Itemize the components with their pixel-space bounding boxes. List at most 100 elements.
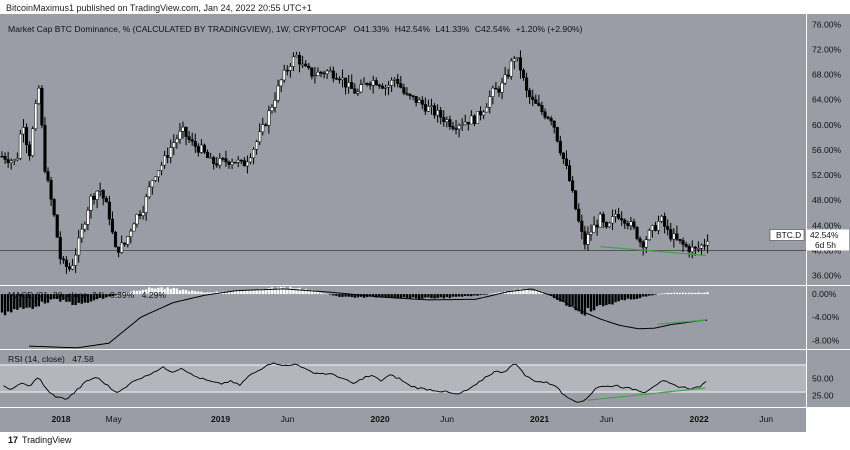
candle-body: [15, 158, 19, 161]
candle-body: [614, 213, 618, 217]
candle-body: [675, 233, 679, 240]
macd-histogram-bar: [307, 289, 310, 295]
macd-histogram-bar: [559, 294, 562, 302]
candle-body: [469, 115, 473, 125]
macd-histogram-bar: [666, 292, 669, 295]
macd-histogram-bar: [599, 294, 602, 305]
candle-body: [132, 223, 136, 232]
macd-histogram-bar: [657, 294, 660, 295]
candle-body: [386, 85, 391, 88]
time-axis-tick: 2021: [530, 414, 549, 424]
candle-body: [9, 160, 13, 163]
macd-histogram-bar: [531, 290, 534, 295]
candle-body: [433, 105, 437, 116]
candle-body: [242, 160, 246, 167]
macd-histogram-bar: [525, 288, 528, 295]
time-axis[interactable]: [0, 408, 806, 432]
candle-body: [564, 158, 569, 166]
macd-histogram-bar: [74, 294, 77, 306]
chart-canvas[interactable]: 76.00% 72.00% 68.00% 64.00% 60.00% 56.00% 52.0…: [0, 14, 850, 432]
publisher-caption: BitcoinMaximus1 published on TradingView…: [6, 3, 312, 13]
candle-body: [457, 125, 461, 130]
macd-histogram-bar: [589, 294, 593, 312]
candle-body: [117, 246, 121, 253]
candle-body: [258, 131, 262, 143]
candle-body: [610, 216, 615, 224]
candle-body: [656, 221, 661, 231]
macd-histogram-bar: [571, 294, 574, 306]
candle-body: [224, 158, 228, 163]
ohlc-high: 42.54%: [401, 24, 431, 34]
macd-histogram-bar: [476, 294, 479, 296]
macd-histogram-bar: [237, 290, 240, 295]
rsi-divergence-line: [587, 387, 706, 401]
candle-body: [521, 69, 526, 78]
candle-body: [288, 66, 292, 71]
macd-histogram-bar: [675, 292, 679, 295]
candle-body: [589, 231, 593, 235]
macd-histogram-bar: [528, 290, 531, 295]
candle-body: [681, 240, 685, 245]
candle-body: [347, 82, 351, 88]
candle-body: [319, 71, 323, 74]
candle-body: [89, 195, 93, 211]
candle-body: [92, 195, 96, 200]
macd-pane-title: MACD (21, 30, close, 24) 0.39% 4.29%: [8, 290, 166, 300]
candle-body: [163, 155, 167, 166]
macd-histogram-bar: [663, 293, 666, 295]
macd-histogram-bar: [421, 294, 424, 299]
macd-histogram-bar: [117, 294, 120, 295]
time-axis-tick: 2018: [51, 414, 70, 424]
candle-body: [429, 105, 434, 107]
candle-body: [331, 70, 335, 79]
macd-histogram-bar: [19, 294, 22, 308]
candle-body: [650, 225, 654, 231]
candle-body: [439, 110, 443, 118]
candle-body: [690, 246, 694, 253]
macd-histogram-bar: [439, 294, 442, 298]
macd-histogram-bar: [191, 290, 194, 295]
macd-histogram-bar: [126, 292, 129, 295]
candle-body: [660, 216, 664, 222]
macd-histogram-bar: [697, 292, 700, 295]
candle-body: [178, 131, 182, 140]
candle-body: [463, 121, 467, 125]
macd-histogram-bar: [617, 294, 620, 302]
macd-histogram-bar: [141, 289, 145, 295]
macd-histogram-bar: [108, 294, 111, 297]
macd-histogram-bar: [86, 294, 90, 303]
candle-body: [549, 118, 553, 122]
candle-body: [110, 218, 114, 233]
macd-histogram-bar: [684, 292, 688, 295]
macd-histogram-bar: [144, 289, 148, 295]
candle-body: [328, 70, 332, 73]
candle-body: [209, 157, 213, 159]
candle-body: [181, 126, 185, 132]
candle-body: [393, 79, 397, 81]
candle-body: [620, 218, 624, 221]
macd-histogram-bar: [620, 294, 623, 300]
macd-series: [0, 286, 709, 349]
candle-body: [64, 259, 68, 267]
time-axis-tick: 2019: [211, 414, 230, 424]
macd-histogram-bar: [626, 294, 630, 299]
macd-histogram-bar: [59, 294, 62, 302]
footer-branding[interactable]: 17 TradingView: [8, 433, 72, 447]
candle-body: [678, 239, 682, 241]
candle-body: [420, 99, 424, 105]
macd-histogram-bar: [442, 294, 445, 299]
candle-body: [248, 157, 253, 163]
macd-histogram-bar: [270, 287, 274, 295]
macd-histogram-bar: [408, 294, 412, 299]
candle-body: [334, 78, 338, 80]
price-axis-tick: 52.00%: [812, 170, 842, 180]
macd-histogram-bar: [390, 294, 393, 298]
candle-body: [40, 87, 44, 126]
macd-histogram-bar: [68, 294, 71, 302]
macd-histogram-bar: [371, 294, 375, 297]
macd-histogram-bar: [240, 291, 243, 295]
candle-body: [215, 163, 219, 166]
candle-body: [592, 224, 596, 233]
macd-histogram-bar: [448, 294, 452, 299]
macd-histogram-bar: [470, 294, 473, 297]
